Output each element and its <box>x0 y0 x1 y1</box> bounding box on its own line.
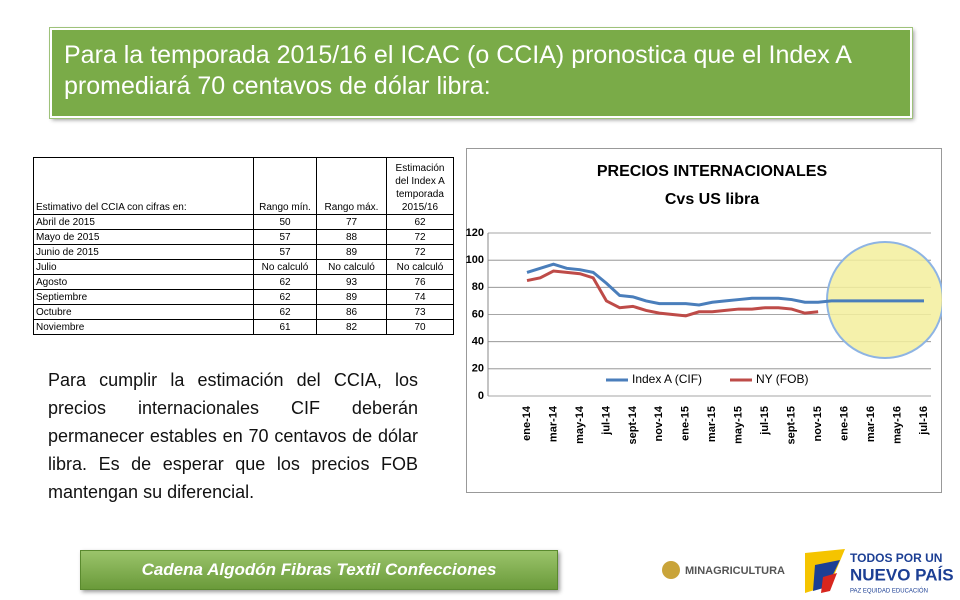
table-cell: 62 <box>253 304 317 320</box>
table-row: Noviembre 61 82 70 <box>33 319 454 335</box>
table-cell: Rango mín. <box>253 157 317 215</box>
table-cell: No calculó <box>386 259 454 275</box>
y-tick-label: 40 <box>472 336 484 348</box>
x-tick-label: may-14 <box>574 405 586 444</box>
table-cell: 61 <box>253 319 317 335</box>
chart-title: PRECIOS INTERNACIONALES <box>597 163 828 180</box>
table-cell: Mayo de 2015 <box>33 229 254 245</box>
table-cell: 76 <box>386 274 454 290</box>
y-tick-label: 120 <box>466 227 484 239</box>
table-cell: Estimativo del CCIA con cifras en: <box>33 157 254 215</box>
x-tick-label: mar-14 <box>547 405 559 442</box>
table-row: Mayo de 2015 57 88 72 <box>33 229 454 245</box>
table-cell: 82 <box>316 319 387 335</box>
table-cell: 57 <box>253 244 317 260</box>
ministry-emblem <box>662 561 680 579</box>
chart-subtitle: Cvs US libra <box>665 191 759 208</box>
x-tick-label: may-16 <box>891 406 903 444</box>
table-row: Octubre 62 86 73 <box>33 304 454 320</box>
x-tick-label: mar-15 <box>706 406 718 442</box>
x-tick-label: sept-15 <box>786 406 798 445</box>
series-line <box>526 262 924 307</box>
table-cell: 77 <box>316 214 387 230</box>
x-tick-label: nov-15 <box>812 406 824 441</box>
ministry-logo: MINAGRICULTURA <box>685 565 785 577</box>
table-row: Estimativo del CCIA con cifras en: Rango … <box>33 157 454 215</box>
table-cell: 93 <box>316 274 387 290</box>
table-cell: Octubre <box>33 304 254 320</box>
x-tick-label: mar-16 <box>865 406 877 442</box>
legend-label: Index A (CIF) <box>632 372 702 386</box>
table-cell: No calculó <box>316 259 387 275</box>
chart: PRECIOS INTERNACIONALES Cvs US libra 0 20… <box>466 148 942 493</box>
slide-title: Para la temporada 2015/16 el ICAC (o CCI… <box>49 27 913 119</box>
y-tick-label: 80 <box>472 281 484 293</box>
estimate-table: Estimativo del CCIA con cifras en: Rango … <box>33 157 454 335</box>
y-tick-label: 100 <box>466 254 484 266</box>
table-cell: 74 <box>386 289 454 305</box>
x-tick-label: ene-15 <box>680 406 692 441</box>
slogan-1: TODOS POR UN <box>850 551 942 565</box>
slogan-2: NUEVO PAÍS <box>850 565 954 584</box>
x-tick-label: may-15 <box>733 406 745 444</box>
x-tick-label: ene-14 <box>521 405 533 441</box>
table-cell: Septiembre <box>33 289 254 305</box>
table-cell: Estimación del Index A temporada 2015/16 <box>386 157 454 215</box>
table-cell: 70 <box>386 319 454 335</box>
flag-red <box>821 573 837 593</box>
table-cell: 86 <box>316 304 387 320</box>
footer-button[interactable]: Cadena Algodón Fibras Textil Confeccione… <box>80 550 558 590</box>
table-cell: Julio <box>33 259 254 275</box>
table-row: Abril de 2015 50 77 62 <box>33 214 454 230</box>
table-cell: Agosto <box>33 274 254 290</box>
table-cell: 62 <box>253 289 317 305</box>
table-cell: 88 <box>316 229 387 245</box>
logos: MINAGRICULTURA TODOS POR UN NUEVO PAÍS P… <box>662 549 954 595</box>
table-row: Septiembre 62 89 74 <box>33 289 454 305</box>
x-tick-label: jul-15 <box>759 406 771 436</box>
table-cell: No calculó <box>253 259 317 275</box>
x-tick-label: jul-16 <box>918 406 930 436</box>
y-tick-label: 0 <box>478 390 484 402</box>
table-cell: 62 <box>386 214 454 230</box>
legend-label: NY (FOB) <box>756 372 808 386</box>
table-row: Julio No calculó No calculó No calculó <box>33 259 454 275</box>
table-cell: 89 <box>316 244 387 260</box>
table-cell: Rango máx. <box>316 157 387 215</box>
flag-blue <box>813 560 840 591</box>
table-cell: Noviembre <box>33 319 254 335</box>
table-cell: 50 <box>253 214 317 230</box>
table-row: Junio de 2015 57 89 72 <box>33 244 454 260</box>
body-text: Para cumplir la estimación del CCIA, los… <box>48 370 418 502</box>
y-tick-label: 20 <box>472 363 484 375</box>
slogan-3: PAZ EQUIDAD EDUCACIÓN <box>850 588 928 595</box>
table-cell: 72 <box>386 244 454 260</box>
table-row: Agosto 62 93 76 <box>33 274 454 290</box>
x-tick-label: ene-16 <box>839 406 851 441</box>
x-tick-label: sept-14 <box>627 405 639 444</box>
table-cell: Abril de 2015 <box>33 214 254 230</box>
table-cell: 57 <box>253 229 317 245</box>
series-line <box>526 269 819 318</box>
table-cell: 89 <box>316 289 387 305</box>
table-cell: Junio de 2015 <box>33 244 254 260</box>
table-cell: 73 <box>386 304 454 320</box>
y-tick-label: 60 <box>472 308 484 320</box>
x-tick-label: nov-14 <box>653 405 665 441</box>
table-cell: 62 <box>253 274 317 290</box>
table-cell: 72 <box>386 229 454 245</box>
x-tick-label: jul-14 <box>600 405 612 436</box>
